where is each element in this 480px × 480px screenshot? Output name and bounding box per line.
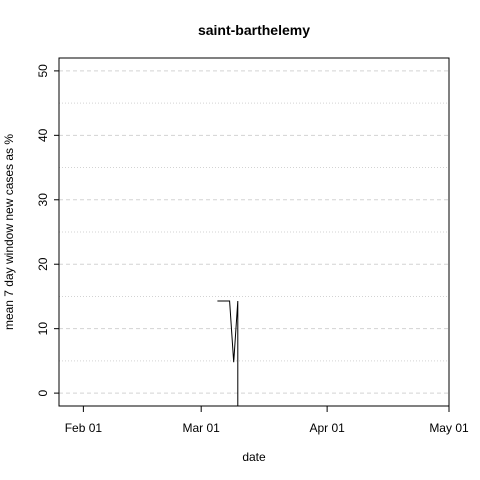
series-line [217,300,239,406]
y-axis: 0 10 20 30 40 50 [36,64,59,396]
y-tick-label: 40 [36,128,50,142]
plot-area-frame [58,57,450,407]
x-tick-label: Apr 01 [309,421,345,435]
chart-title: saint-barthelemy [198,22,310,38]
y-tick-label: 30 [36,193,50,207]
x-tick-label: Mar 01 [183,421,221,435]
grid [59,70,449,394]
series-layer [58,64,239,406]
x-tick-label: May 01 [429,421,469,435]
y-tick-label: 20 [36,257,50,271]
y-tick-label: 0 [36,389,50,396]
y-axis-label: mean 7 day window new cases as % [2,134,16,330]
x-axis: Feb 01 Mar 01 Apr 01 May 01 [65,406,469,435]
x-axis-label: date [242,450,266,464]
y-tick-label: 50 [36,64,50,78]
y-tick-label: 10 [36,322,50,336]
x-tick-label: Feb 01 [65,421,103,435]
